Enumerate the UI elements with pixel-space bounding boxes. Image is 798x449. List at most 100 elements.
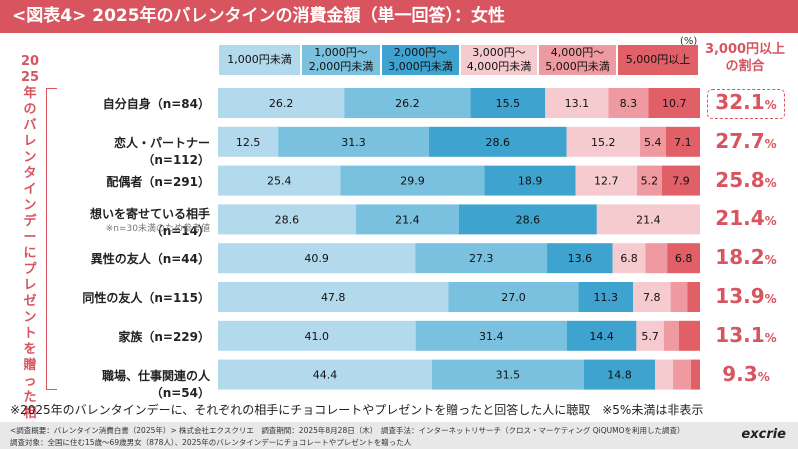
category-label: 自分自身（n=84） (102, 97, 210, 111)
share-value: 13.1% (715, 322, 777, 347)
bar-value-label: 5.4 (644, 136, 662, 149)
category-label: 配偶者（n=291） (106, 174, 210, 189)
bar-value-label: 12.5 (236, 136, 261, 149)
bar-segment (218, 282, 449, 312)
bar-segment (633, 282, 671, 312)
chart-title: <図表4> 2025年のバレンタインの消費金額（単一回答）：女性 (12, 6, 506, 26)
bar-value-label: 8.3 (620, 97, 638, 110)
bar-value-label: 21.4 (395, 213, 420, 226)
bar-segment (470, 88, 546, 118)
bar-segment (218, 204, 356, 235)
bar-segment (566, 126, 640, 157)
bar-segment (661, 165, 700, 196)
bar-value-label: 6.8 (620, 252, 638, 265)
bar-value-label: 21.4 (636, 213, 661, 226)
category-label: 家族（n=229） (118, 329, 210, 344)
bar-segment (575, 165, 637, 196)
category-label: 職場、仕事関連の人（n=54） (101, 368, 210, 400)
bar-segment (547, 243, 613, 274)
bar-value-label: 5.7 (641, 330, 659, 343)
share-value: 21.4% (715, 206, 777, 231)
share-value: 25.8% (715, 167, 777, 192)
unit-label: (%) (680, 36, 698, 47)
bar-segment (278, 126, 429, 157)
bar-value-label: 11.3 (594, 291, 619, 304)
bar-value-label: 13.1 (565, 97, 590, 110)
category-label: 恋人・パートナー（n=112） (113, 135, 210, 167)
share-value: 18.2% (715, 245, 777, 270)
bar-segment (578, 282, 634, 312)
bar-segment (218, 88, 345, 118)
bar-segment (218, 165, 341, 196)
bar-value-label: 28.6 (516, 213, 541, 226)
share-value: 32.1% (715, 90, 777, 114)
bar-value-label: 27.0 (501, 291, 526, 304)
bar-segment (415, 320, 567, 351)
bar-segment (663, 320, 679, 351)
legend-item: 1,000円未満 (218, 44, 301, 76)
bar-value-label: 29.9 (400, 175, 425, 188)
bar-value-label: 14.4 (589, 330, 614, 343)
legend-item: 2,000円～3,000円未満 (381, 44, 460, 76)
bar-segment (218, 359, 433, 390)
footer: <調査概要：バレンタイン消費白書（2025年）> 株式会社エクスクリエ 調査期間… (0, 422, 798, 449)
bar-segment (428, 126, 567, 157)
bar-value-label: 26.2 (395, 97, 420, 110)
bar-value-label: 18.9 (518, 175, 543, 188)
bar-value-label: 13.6 (568, 252, 593, 265)
bar-segment (340, 165, 485, 196)
legend-item: 4,000円～5,000円未満 (538, 44, 617, 76)
legend-item: 1,000円～2,000円未満 (301, 44, 381, 76)
bar-segment (690, 359, 700, 390)
category-note: ※n=30未満のため参考値 (105, 224, 210, 235)
bar-segment (596, 204, 700, 235)
bar-value-label: 10.7 (662, 97, 687, 110)
bar-segment (218, 320, 416, 351)
bar-segment (678, 320, 700, 351)
side-bracket (46, 88, 57, 390)
excrie-logo: excrie (741, 427, 786, 442)
bar-segment (673, 359, 691, 390)
category-label: 異性の友人（n=44） (90, 252, 210, 267)
bar-value-label: 26.2 (269, 97, 294, 110)
bar-value-label: 31.5 (496, 369, 521, 382)
bar-value-label: 28.6 (275, 213, 300, 226)
bar-segment (566, 320, 637, 351)
bar-value-label: 12.7 (594, 175, 619, 188)
bar-segment (484, 165, 576, 196)
bar-segment (448, 282, 579, 312)
bar-segment (612, 243, 646, 274)
bar-segment (645, 243, 668, 274)
bar-segment (667, 243, 700, 274)
bar-value-label: 7.1 (674, 136, 692, 149)
bar-value-label: 15.2 (591, 136, 616, 149)
category-label: 想いを寄せている相手（n=14） (89, 207, 210, 239)
bar-segment (687, 282, 700, 312)
bar-value-label: 41.0 (305, 330, 330, 343)
bar-segment (608, 88, 649, 118)
highlight-box (707, 89, 785, 119)
footer-line-2: 調査対象：全国に住む15歳～69歳男女（878人）、2025年のバレンタインデー… (10, 438, 412, 447)
bar-value-label: 40.9 (304, 252, 329, 265)
bar-value-label: 31.4 (479, 330, 504, 343)
bar-segment (415, 243, 548, 274)
bar-segment (639, 126, 666, 157)
bar-value-label: 14.8 (607, 369, 632, 382)
bar-value-label: 5.2 (641, 175, 659, 188)
bar-value-label: 44.4 (313, 369, 338, 382)
bar-segment (636, 320, 664, 351)
bar-value-label: 25.4 (267, 175, 292, 188)
bar-value-label: 7.9 (672, 175, 690, 188)
share-value: 27.7% (715, 128, 777, 153)
bar-segment (459, 204, 597, 235)
bar-value-label: 7.8 (643, 291, 661, 304)
share-header: 3,000円以上の割合 (704, 42, 786, 74)
bar-segment (648, 88, 700, 118)
bar-value-label: 31.3 (341, 136, 366, 149)
bar-segment (636, 165, 662, 196)
bar-value-label: 28.6 (486, 136, 511, 149)
legend-item: 3,000円～4,000円未満 (460, 44, 538, 76)
bar-segment (432, 359, 584, 390)
bar-segment (218, 243, 416, 274)
